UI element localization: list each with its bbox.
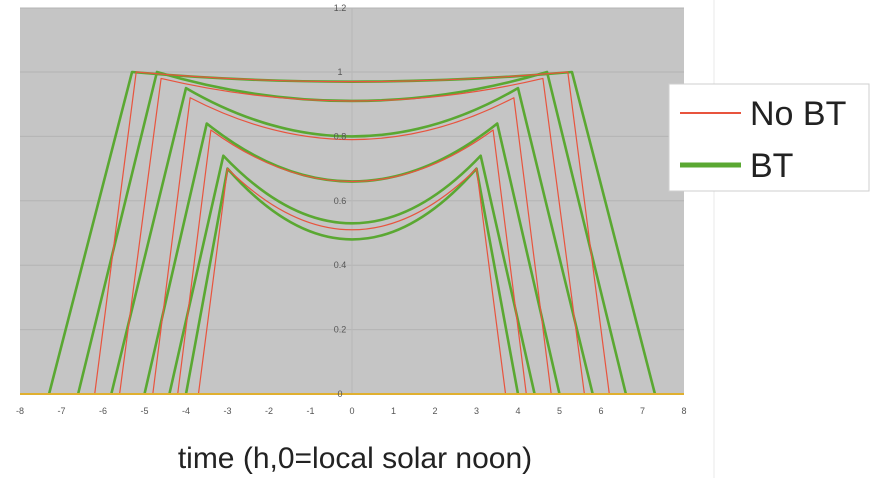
x-tick-label: 7 bbox=[640, 406, 645, 416]
no-bt-curve-4 bbox=[177, 129, 527, 395]
legend-label-no-bt: No BT bbox=[750, 95, 846, 133]
y-tick-label: 0 bbox=[337, 389, 342, 399]
legend-box bbox=[668, 83, 870, 192]
x-axis-label: time (h,0=local solar noon) bbox=[178, 442, 532, 475]
x-tick-label: -4 bbox=[182, 406, 190, 416]
no-bt-curve-5 bbox=[197, 168, 507, 395]
x-tick-labels: -8 -7 -6 -5 -4 -3 -2 -1 0 1 2 3 4 5 6 7 8 bbox=[16, 406, 687, 416]
x-tick-label: 8 bbox=[681, 406, 686, 416]
y-tick-label: 1.2 bbox=[334, 3, 347, 13]
x-tick-label: 0 bbox=[349, 406, 354, 416]
y-tick-labels: 0 0.2 0.4 0.6 0.8 1 1.2 bbox=[334, 3, 347, 399]
legend-label-bt: BT bbox=[750, 147, 793, 185]
legend: No BT BT bbox=[668, 83, 870, 192]
x-tick-label: 3 bbox=[474, 406, 479, 416]
x-tick-label: -2 bbox=[265, 406, 273, 416]
x-tick-label: -3 bbox=[223, 406, 231, 416]
x-tick-label: -7 bbox=[57, 406, 65, 416]
no-bt-curve-3 bbox=[152, 97, 552, 395]
series-group bbox=[47, 70, 657, 395]
x-tick-label: 5 bbox=[557, 406, 562, 416]
x-tick-label: -5 bbox=[140, 406, 148, 416]
x-tick-label: 4 bbox=[515, 406, 520, 416]
y-tick-label: 0.8 bbox=[334, 131, 347, 141]
bt-curve-6 bbox=[184, 167, 520, 395]
y-tick-label: 0.4 bbox=[334, 260, 347, 270]
x-tick-label: -1 bbox=[306, 406, 314, 416]
y-tick-label: 1 bbox=[337, 67, 342, 77]
x-tick-label: 6 bbox=[598, 406, 603, 416]
x-tick-label: -8 bbox=[16, 406, 24, 416]
x-tick-label: 1 bbox=[391, 406, 396, 416]
y-tick-label: 0.6 bbox=[334, 196, 347, 206]
bt-curve-5 bbox=[168, 154, 536, 395]
bt-curve-3 bbox=[110, 86, 594, 395]
y-tick-label: 0.2 bbox=[334, 325, 347, 335]
x-tick-label: -6 bbox=[99, 406, 107, 416]
x-tick-label: 2 bbox=[432, 406, 437, 416]
no-bt-curve-2 bbox=[119, 77, 585, 395]
no-bt-curve-1 bbox=[94, 71, 610, 395]
